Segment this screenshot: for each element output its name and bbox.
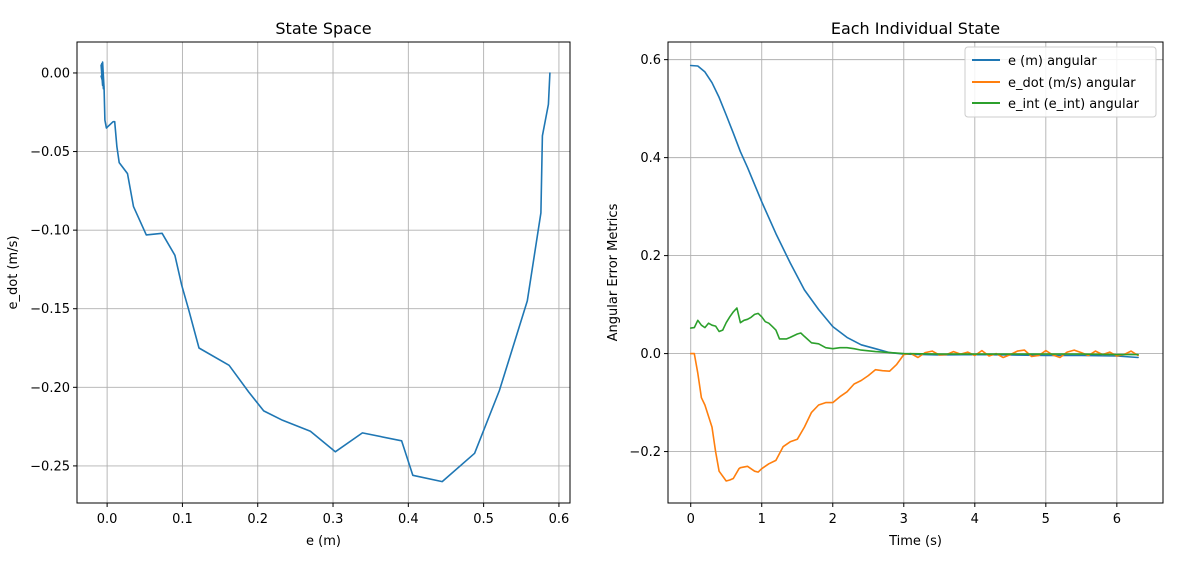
legend-entry: e_int (e_int) angular xyxy=(1008,97,1140,112)
x-tick-label: 0.2 xyxy=(247,512,268,527)
legend: e (m) angular e_dot (m/s) angular e_int … xyxy=(964,46,1157,118)
x-tick-label: 4 xyxy=(971,512,979,527)
y-tick-label: −0.05 xyxy=(30,145,70,160)
legend-entry: e (m) angular xyxy=(1008,54,1097,69)
chart-title: Each Individual State xyxy=(831,19,1000,38)
y-tick-label: 0.4 xyxy=(640,151,661,166)
x-tick-label: 2 xyxy=(829,512,837,527)
individual-state-plot: Each Individual State 0 1 2 3 4 5 6 0.6 0.4 0.2 0.… xyxy=(606,19,1164,549)
plot-frame xyxy=(667,41,1164,504)
y-tick-label: 0.0 xyxy=(640,347,661,362)
series-line-1 xyxy=(100,61,551,483)
legend-entry: e_dot (m/s) angular xyxy=(1008,76,1136,91)
y-axis-label: e_dot (m/s) xyxy=(6,236,21,310)
y-tick-label: −0.10 xyxy=(30,224,70,239)
y-tick-label: −0.20 xyxy=(30,381,70,396)
x-axis-label: Time (s) xyxy=(888,534,942,549)
x-tick-label: 0.5 xyxy=(473,512,494,527)
x-tick-label: 0 xyxy=(687,512,695,527)
y-tick-label: 0.2 xyxy=(640,249,661,264)
x-tick-label: 6 xyxy=(1113,512,1121,527)
series-line-3 xyxy=(689,307,1139,356)
y-tick-label: −0.25 xyxy=(30,459,70,474)
x-tick-label: 3 xyxy=(900,512,908,527)
y-tick-label: −0.15 xyxy=(30,302,70,317)
x-tick-label: 0.6 xyxy=(549,512,570,527)
x-tick-label: 5 xyxy=(1042,512,1050,527)
x-tick-label: 0.1 xyxy=(172,512,193,527)
x-tick-label: 0.4 xyxy=(398,512,419,527)
plot-frame xyxy=(76,41,571,504)
state-space-plot: State Space 0.0 0.1 0.2 0.3 0.4 0.5 0.6 0.00 −0.… xyxy=(6,19,571,549)
y-tick-label: 0.00 xyxy=(41,66,70,81)
x-tick-label: 0.3 xyxy=(323,512,344,527)
x-tick-label: 1 xyxy=(758,512,766,527)
y-tick-label: 0.6 xyxy=(640,53,661,68)
chart-title: State Space xyxy=(275,19,371,38)
y-axis-label: Angular Error Metrics xyxy=(606,203,621,341)
y-tick-label: −0.2 xyxy=(629,445,661,460)
x-axis-label: e (m) xyxy=(306,534,341,549)
series-line-2 xyxy=(689,349,1139,482)
x-tick-label: 0.0 xyxy=(97,512,118,527)
